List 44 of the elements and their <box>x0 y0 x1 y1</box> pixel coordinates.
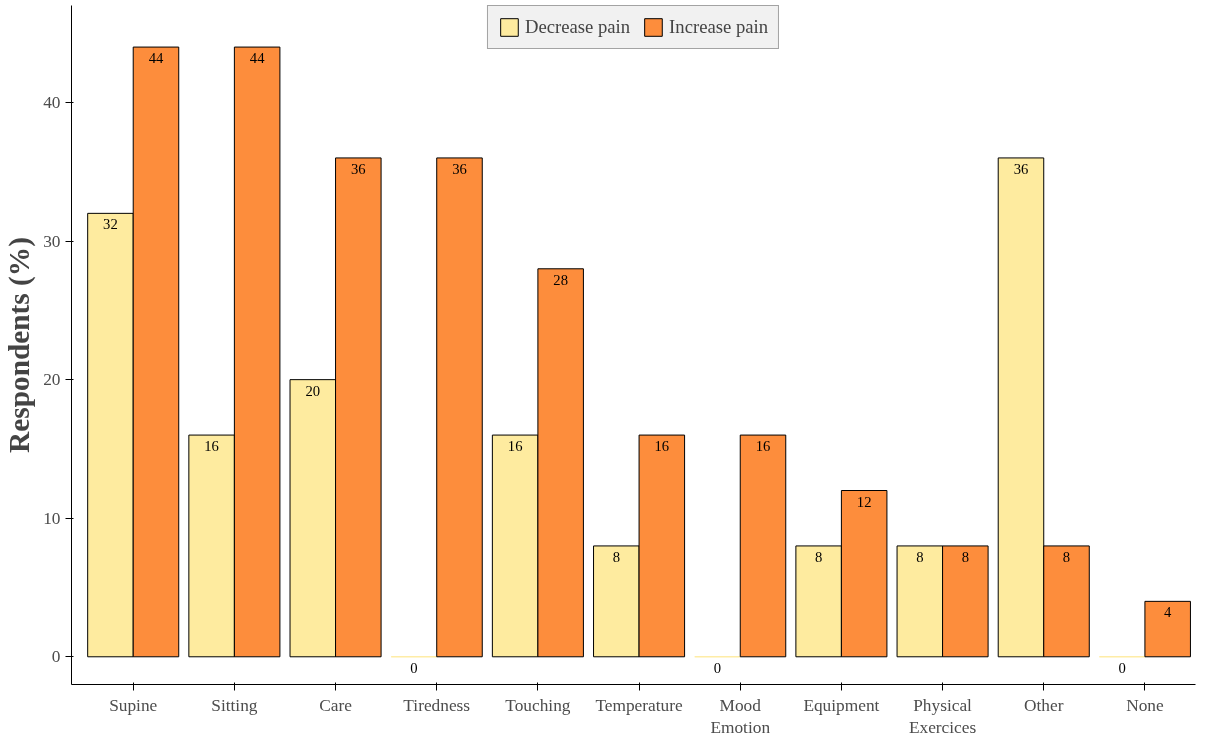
data-label: 4 <box>1164 604 1173 621</box>
data-label: 12 <box>856 493 872 510</box>
bar <box>739 434 787 658</box>
y-tick-label: 30 <box>43 231 61 251</box>
data-label: 0 <box>1118 659 1126 676</box>
data-label: 20 <box>305 382 321 399</box>
data-label: 16 <box>755 438 771 455</box>
data-label: 16 <box>507 438 523 455</box>
data-label: 36 <box>1013 160 1029 177</box>
data-label: 8 <box>916 548 924 565</box>
data-label: 8 <box>612 548 620 565</box>
x-tick-label: Mood Emotion <box>710 695 771 738</box>
data-label: 8 <box>1062 548 1071 565</box>
data-label: 0 <box>713 659 722 676</box>
data-label: 8 <box>814 548 823 565</box>
legend-label: Increase pain <box>669 16 769 38</box>
x-tick-label: Touching <box>505 695 571 715</box>
y-tick-label: 0 <box>51 647 61 667</box>
bar <box>1144 600 1191 658</box>
x-tick-label: None <box>1126 695 1164 715</box>
y-tick-label: 40 <box>43 93 61 112</box>
y-tick-label: 10 <box>43 508 61 528</box>
data-label: 28 <box>553 271 568 288</box>
legend-label: Decrease pain <box>524 16 631 38</box>
x-tick-label: Tiredness <box>403 695 471 715</box>
data-label: 16 <box>654 438 670 455</box>
data-label: 44 <box>148 50 164 67</box>
data-label: 32 <box>103 216 118 233</box>
x-tick-label: Temperature <box>595 695 684 715</box>
y-axis-title: Respondents (%) <box>3 237 37 453</box>
x-tick-label: Care <box>319 695 353 715</box>
x-tick-label: Sitting <box>211 695 258 715</box>
data-label: 16 <box>204 438 219 455</box>
data-label: 0 <box>410 659 418 676</box>
y-tick-label: 20 <box>43 370 61 390</box>
x-tick-label: Equipment <box>803 695 880 715</box>
bar <box>436 157 483 658</box>
x-tick-label: Physical Exercices <box>908 695 977 738</box>
data-label: 8 <box>961 548 969 565</box>
x-tick-label: Other <box>1024 695 1064 715</box>
x-tick-label: Supine <box>109 695 158 715</box>
data-label: 44 <box>249 50 266 67</box>
data-label: 36 <box>452 160 467 177</box>
data-label: 36 <box>350 160 366 177</box>
